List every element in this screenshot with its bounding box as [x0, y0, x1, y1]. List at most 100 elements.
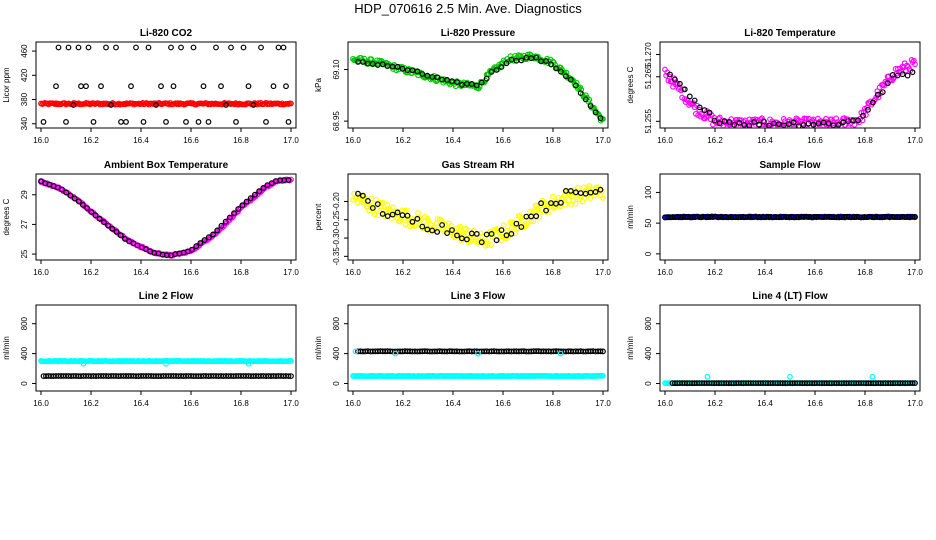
data-point [508, 56, 515, 63]
y-axis-label: Licor ppm [2, 67, 11, 102]
data-point [473, 230, 480, 237]
data-point [354, 199, 361, 206]
data-point [459, 235, 465, 242]
data-point [454, 232, 460, 239]
data-point [384, 213, 391, 220]
y-tick-label: 0 [644, 381, 653, 386]
data-point [402, 221, 409, 228]
data-point [379, 61, 386, 68]
data-point [163, 118, 169, 125]
data-point [389, 211, 396, 218]
panel-8: Line 3 Flow ml/min 16.0 16.2 16.4 16.6 16.8 17.… [314, 291, 611, 408]
data-point [92, 212, 99, 219]
panel-title: Gas Stream RH [442, 160, 515, 171]
data-point [558, 68, 564, 75]
x-tick-label: 16.8 [545, 268, 561, 277]
data-point [360, 192, 366, 199]
data-point [285, 373, 292, 380]
series-avg [40, 373, 294, 380]
data-point [464, 236, 470, 243]
plot-area [662, 57, 918, 128]
series-avg [662, 213, 918, 221]
data-point [484, 242, 491, 248]
data-point [912, 61, 918, 68]
x-tick-label: 16.2 [707, 268, 723, 277]
data-point [403, 207, 410, 214]
data-point [592, 109, 599, 116]
data-point [371, 211, 378, 218]
data-point [855, 117, 861, 124]
y-tick-label: 800 [644, 316, 653, 330]
data-point [233, 118, 239, 125]
data-point [434, 216, 441, 222]
data-point [218, 222, 225, 229]
x-tick-label: 16.8 [233, 268, 249, 277]
data-point [131, 101, 137, 108]
y-tick-label: 50 [644, 218, 653, 227]
data-point [425, 217, 432, 224]
data-point [600, 348, 606, 355]
data-point [507, 219, 514, 226]
data-point [766, 122, 772, 128]
data-point [475, 350, 481, 357]
y-axis-label: degrees C [626, 66, 635, 103]
data-point [483, 75, 490, 82]
data-point [899, 71, 906, 78]
data-point [586, 96, 593, 103]
data-point [142, 246, 149, 253]
plot-area [350, 348, 606, 380]
data-point [250, 102, 257, 108]
data-point [810, 121, 817, 128]
data-point [503, 60, 510, 67]
data-point [414, 68, 421, 75]
data-point [488, 68, 495, 75]
x-tick-label: 16.0 [33, 399, 49, 408]
x-tick-label: 16.4 [133, 136, 149, 145]
y-tick-label: 400 [332, 346, 341, 360]
data-point [513, 220, 520, 227]
plot-frame [35, 41, 297, 129]
data-point [63, 189, 70, 196]
data-point [478, 239, 485, 246]
x-tick-label: 16.4 [757, 268, 773, 277]
data-point [166, 101, 172, 108]
data-point [911, 57, 917, 64]
y-tick-label: 800 [20, 316, 29, 330]
data-point [419, 223, 426, 230]
x-tick-label: 16.4 [757, 399, 773, 408]
plot-frame [347, 173, 609, 261]
panel-title: Ambient Box Temperature [104, 160, 229, 171]
data-point [454, 79, 460, 85]
data-point [533, 213, 540, 220]
data-point [731, 121, 738, 128]
data-point [369, 202, 376, 209]
data-point [500, 222, 507, 228]
data-point [352, 348, 359, 355]
x-tick-label: 16.0 [33, 136, 49, 145]
y-tick-label: 51.265 [644, 64, 653, 89]
data-point [247, 195, 254, 202]
data-point [503, 232, 510, 239]
x-tick-label: 16.0 [657, 268, 673, 277]
y-tick-label: 29 [20, 190, 29, 199]
plot-area [38, 176, 294, 259]
y-tick-label: 25 [20, 249, 29, 258]
series-spikes [80, 360, 252, 367]
data-point [59, 186, 65, 193]
data-point [239, 202, 246, 209]
series-avg [355, 348, 606, 355]
x-tick-label: 16.6 [183, 136, 199, 145]
data-point [518, 224, 525, 230]
data-point [833, 115, 840, 122]
data-point [218, 83, 224, 90]
x-tick-label: 16.2 [83, 136, 99, 145]
y-tick-label: 51.255 [644, 109, 653, 134]
data-point [449, 229, 456, 236]
x-tick-label: 16.0 [657, 136, 673, 145]
data-point [123, 118, 129, 125]
data-point [577, 90, 584, 96]
data-point [260, 184, 267, 191]
data-point [803, 116, 810, 122]
series-avg [355, 54, 604, 122]
y-tick-label: 460 [20, 44, 29, 58]
